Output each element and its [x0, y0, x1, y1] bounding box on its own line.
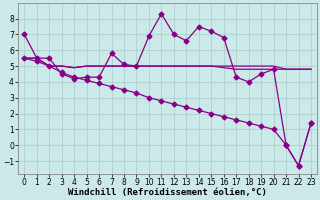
X-axis label: Windchill (Refroidissement éolien,°C): Windchill (Refroidissement éolien,°C): [68, 188, 267, 197]
